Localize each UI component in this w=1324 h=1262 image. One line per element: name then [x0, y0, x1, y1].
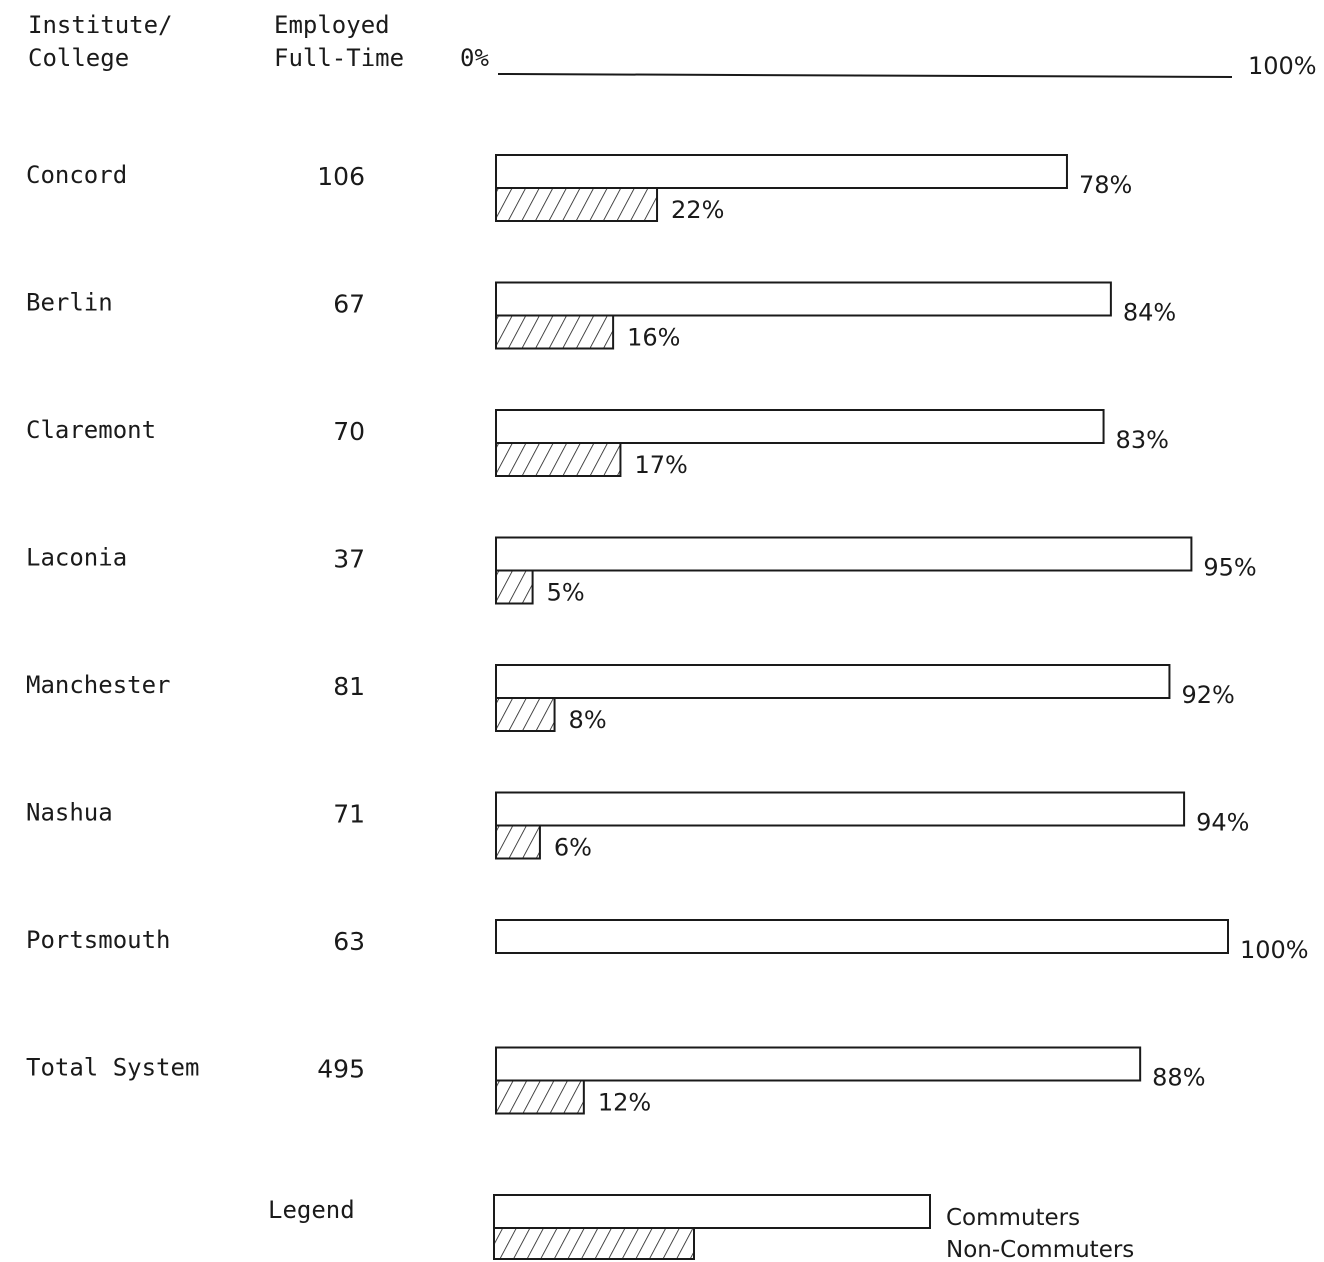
non-commuters-bar-manchester — [495, 697, 556, 732]
legend-commuters-label: Commuters — [946, 1205, 1080, 1231]
non-commuters-value-berlin: 16% — [627, 324, 680, 352]
commuters-value-laconia: 95% — [1203, 554, 1256, 582]
commuters-bar-berlin — [495, 281, 1112, 317]
axis-line — [497, 73, 1233, 78]
row-employed-concord: 106 — [317, 162, 365, 191]
employed-column-header: Employed Full-Time — [274, 11, 404, 72]
row-employed-claremont: 70 — [333, 417, 365, 446]
row-label-portsmouth: Portsmouth — [26, 926, 171, 954]
row-employed-laconia: 37 — [333, 545, 365, 574]
row-employed-manchester: 81 — [333, 672, 365, 701]
commuters-bar-nashua — [495, 791, 1186, 827]
non-commuters-bar-claremont — [495, 442, 622, 477]
row-label-berlin: Berlin — [26, 289, 113, 317]
non-commuters-bar-concord — [495, 187, 659, 222]
axis-max-label: 100% — [1248, 52, 1317, 80]
legend-non-commuters-label: Non-Commuters — [946, 1237, 1134, 1262]
commuters-value-concord: 78% — [1079, 171, 1132, 199]
row-label-nashua: Nashua — [26, 799, 113, 827]
non-commuters-value-nashua: 6% — [554, 834, 592, 862]
non-commuters-value-manchester: 8% — [569, 706, 607, 734]
non-commuters-value-concord: 22% — [671, 196, 724, 224]
row-label-concord: Concord — [26, 161, 127, 189]
institute-column-header: Institute/College — [28, 11, 173, 72]
commuters-bar-manchester — [495, 664, 1171, 699]
axis-min-label: 0% — [460, 44, 489, 72]
non-commuters-bar-nashua — [495, 824, 541, 860]
row-employed-total-system: 495 — [317, 1055, 365, 1084]
commuters-value-nashua: 94% — [1196, 809, 1249, 837]
legend-non-commuters-swatch — [493, 1227, 695, 1260]
row-label-claremont: Claremont — [26, 416, 156, 444]
legend-title: Legend — [268, 1196, 355, 1224]
non-commuters-value-claremont: 17% — [634, 451, 687, 479]
commuters-value-total-system: 88% — [1152, 1064, 1205, 1092]
commuters-bar-claremont — [495, 409, 1105, 444]
commuters-bar-total-system — [495, 1046, 1142, 1082]
row-employed-berlin: 67 — [333, 290, 365, 319]
commuters-bar-concord — [495, 154, 1068, 189]
chart-rows: Concord 106 78% 22% Berlin 67 84% 16% Claremont 7… — [26, 154, 1309, 1117]
commuters-value-claremont: 83% — [1116, 426, 1169, 454]
legend-commuters-swatch — [493, 1194, 931, 1229]
non-commuters-value-laconia: 5% — [547, 579, 585, 607]
commuters-bar-laconia — [495, 536, 1193, 572]
row-label-total-system: Total System — [26, 1054, 199, 1082]
non-commuters-bar-berlin — [495, 314, 615, 350]
commuters-value-manchester: 92% — [1181, 681, 1234, 709]
non-commuters-bar-total-system — [495, 1079, 585, 1115]
row-employed-nashua: 71 — [333, 800, 365, 829]
commuters-value-berlin: 84% — [1123, 299, 1176, 327]
non-commuters-bar-laconia — [495, 569, 534, 605]
row-employed-portsmouth: 63 — [333, 927, 365, 956]
non-commuters-value-total-system: 12% — [598, 1089, 651, 1117]
row-label-manchester: Manchester — [26, 671, 171, 699]
commuters-bar-portsmouth — [495, 919, 1229, 954]
commuters-value-portsmouth: 100% — [1240, 936, 1309, 964]
legend: Legend Commuters Non-Commuters — [268, 1194, 1134, 1262]
row-label-laconia: Laconia — [26, 544, 127, 572]
